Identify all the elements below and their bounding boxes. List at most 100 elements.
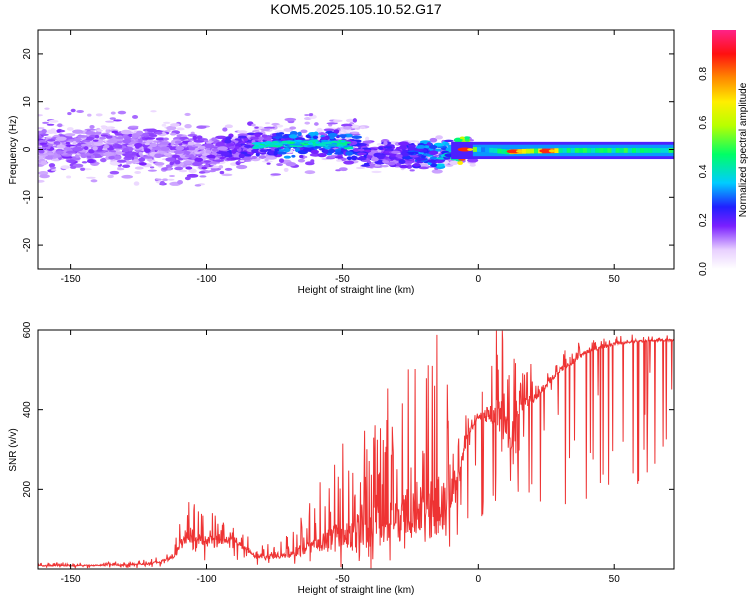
colorbar-tick-label: 0.0 (698, 262, 709, 276)
spectrogram-cell (428, 145, 438, 149)
spectrogram-cell (343, 160, 355, 165)
spectrogram-cell (355, 166, 366, 170)
spectrogram-cell (163, 137, 170, 141)
spectrogram-cell (99, 136, 107, 140)
spectrogram-cell (409, 155, 419, 158)
spectrogram-cell (570, 148, 575, 153)
spectrogram-cell (198, 171, 206, 174)
spectrogram-cell (87, 159, 95, 164)
spectrogram-cell (138, 151, 143, 156)
spectrogram-cell (133, 181, 140, 186)
spectrogram-cell (203, 139, 209, 143)
spectrogram-cell (57, 123, 63, 128)
spectrogram-cell (64, 133, 76, 137)
spectrogram-cell (219, 170, 225, 175)
spectrogram-cell (67, 111, 72, 116)
spectrogram-cell (184, 112, 191, 116)
spectrogram-cell (640, 148, 645, 153)
spectrogram-cell (106, 139, 118, 144)
snr-x-tick-label: -150 (61, 574, 81, 585)
spectrogram-cell (362, 140, 372, 144)
spectrogram-cell (165, 164, 173, 168)
spectrogram-cell (258, 155, 267, 159)
spectrogram-cell (283, 167, 289, 172)
spectrogram-cell (340, 140, 346, 143)
spectrogram-cell (221, 173, 233, 177)
spectrogram-cell (280, 140, 291, 143)
spectrogram-cell (603, 148, 608, 153)
spectrogram-cell (154, 153, 163, 159)
spectrogram-cell (138, 138, 143, 143)
spectrogram-cell (170, 123, 180, 127)
spectrogram-cell (412, 163, 421, 167)
spectrogram-cell (38, 114, 44, 117)
spectrogram-cell (213, 155, 223, 158)
spectrogram-cell (271, 141, 279, 144)
spectrogram-cell (134, 166, 144, 170)
spectrogram-cell (303, 147, 312, 152)
spectrogram-cell (162, 121, 171, 124)
spectrogram-cell (566, 148, 571, 153)
spectrogram-cell (155, 178, 162, 181)
spectrogram-cell (307, 142, 314, 145)
spectrogram-cell (276, 124, 284, 128)
spectrogram-cell (664, 148, 669, 153)
spectrogram-cell (188, 147, 196, 151)
spectrogram-cell (65, 141, 71, 145)
spectrogram-cell (139, 154, 144, 157)
snr-x-tick-label: 50 (609, 574, 621, 585)
spectrogram-cell (128, 125, 139, 128)
spectrogram-cell (66, 175, 72, 179)
spectrogram-cell (599, 148, 604, 153)
spectrogram-cell (346, 146, 354, 149)
spectrogram-cell (80, 167, 86, 171)
spectrogram-cell (124, 153, 133, 159)
spectrogram-cell (204, 164, 210, 168)
spectrogram-cell (467, 158, 479, 163)
spectrogram-cell (154, 161, 165, 166)
spectrogram-cell (237, 135, 248, 139)
spectrogram-cell (203, 160, 211, 163)
spectrogram-cell (177, 127, 185, 131)
spectrogram-cell (273, 150, 278, 156)
colorbar-tick-label: 0.4 (698, 164, 709, 178)
spectrogram-cell (47, 139, 56, 142)
colorbar-tick-label: 0.6 (698, 115, 709, 129)
spectrogram-cell (334, 156, 344, 159)
spectrogram-cell (345, 151, 354, 156)
spectrogram-cell (365, 136, 370, 141)
spectrogram-cell (395, 146, 402, 150)
spectrogram-cell (76, 134, 88, 138)
spectrogram-cell (41, 129, 47, 134)
spectrogram-cell (117, 167, 125, 171)
spectrogram-cell (304, 170, 316, 175)
spectrogram-cell (161, 123, 167, 127)
spectrogram-cell (304, 121, 310, 125)
spectrogram-cell (314, 122, 319, 126)
spectrogram-cell (159, 141, 169, 145)
spectrogram-cell (300, 129, 308, 134)
colorbar: 0.0 0.2 0.4 0.6 0.8 Normalized spectral ampl… (698, 30, 749, 276)
spectrogram-cell (224, 167, 233, 171)
spectrogram-cell (196, 125, 207, 129)
spectrogram-cell (186, 173, 199, 178)
spectrogram-x-axis-label: Height of straight line (km) (298, 285, 415, 296)
spectrogram-cell (81, 161, 88, 164)
spectrogram-cell (147, 157, 153, 162)
spectrogram-cell (396, 162, 401, 167)
spectrogram-cell (327, 145, 338, 148)
spectrogram-cell (121, 174, 134, 179)
spectrogram-cell (374, 164, 381, 167)
spectrogram-cell (326, 155, 338, 159)
spectrogram-cell (278, 142, 285, 145)
spectrogram-peak (516, 150, 523, 153)
spectrogram-cell (169, 161, 175, 166)
spectrogram-cell (427, 159, 437, 163)
spectrogram-cell (175, 146, 185, 151)
spectrogram-cell (627, 148, 632, 153)
spectrogram-cell (391, 150, 401, 154)
spectrogram-cell (145, 140, 154, 143)
spectrogram-cell (435, 135, 443, 140)
spectrogram-cell (493, 148, 498, 153)
